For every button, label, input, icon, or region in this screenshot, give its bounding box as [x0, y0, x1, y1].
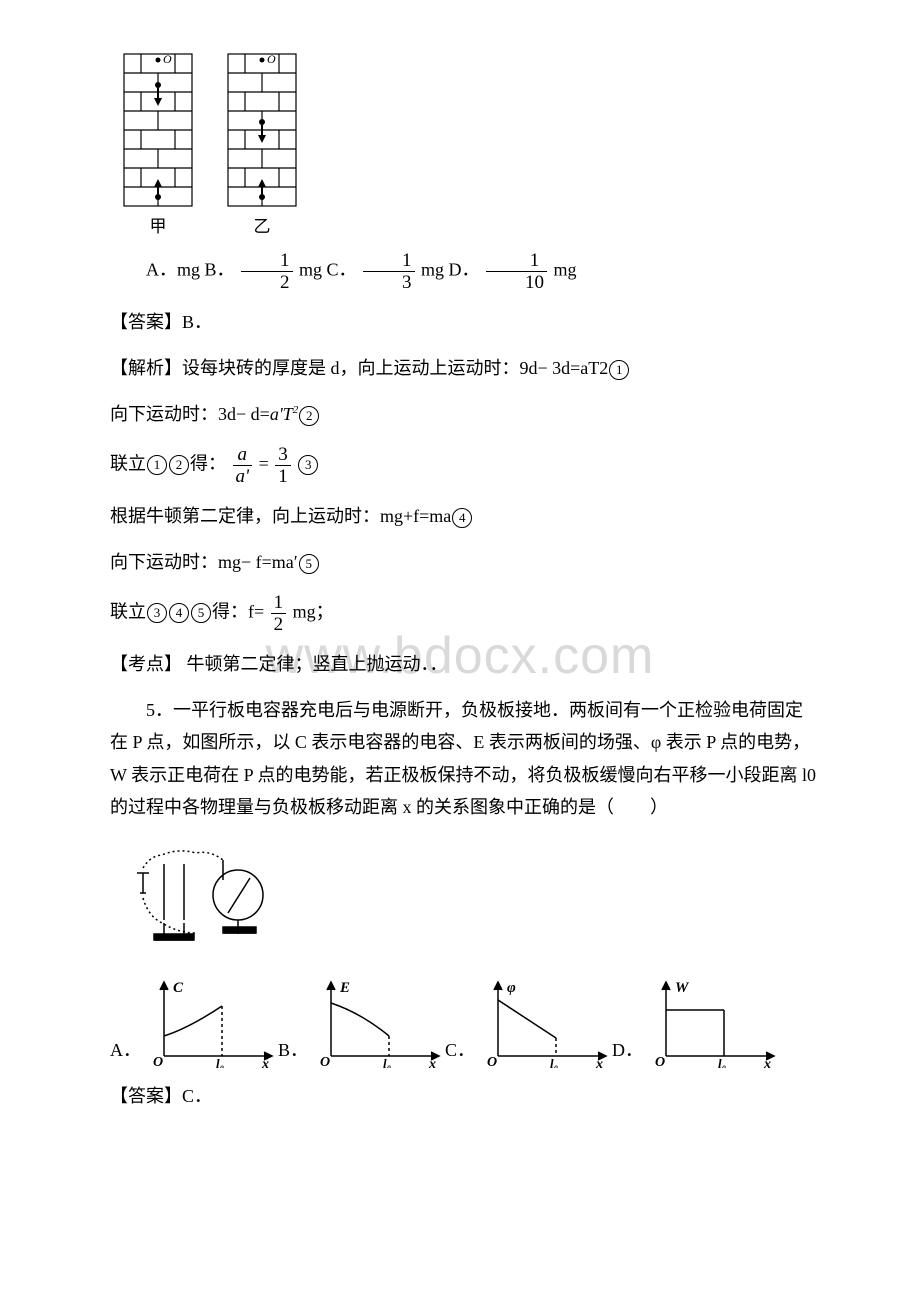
q5-option-b: B． E O l₀ x	[278, 978, 441, 1068]
frac-12-num: 1	[271, 593, 287, 613]
q5-answer: 【答案】C．	[110, 1080, 820, 1112]
svg-text:l₀: l₀	[550, 1056, 558, 1068]
brick-label-yi: 乙	[254, 212, 271, 243]
frac-aa-den: a'	[233, 466, 253, 486]
brick-figure-jia: O 甲	[120, 50, 196, 243]
q4-sol-line1: 【解析】设每块砖的厚度是 d，向上运动上运动时：9d− 3d=aT21	[110, 352, 820, 384]
frac-b: 12	[241, 251, 293, 292]
svg-text:l₀: l₀	[718, 1056, 726, 1068]
frac-b-den: 2	[241, 272, 293, 292]
q4-sol2-expr: a'T	[270, 404, 293, 424]
q4-sol6-tail: mg；	[293, 601, 334, 621]
opt-letter-a: A．	[110, 1034, 141, 1066]
q4-sol5-text: 向下运动时：mg− f=ma′	[110, 552, 298, 572]
svg-text:l₀: l₀	[383, 1056, 391, 1068]
brick-label-jia: 甲	[150, 212, 167, 243]
frac-31-num: 3	[275, 445, 291, 465]
eq-num-3: 3	[298, 455, 318, 475]
q4-sol6-pre: 联立	[110, 601, 146, 621]
frac-d-den: 10	[486, 272, 547, 292]
q4-kaodian: 【考点】 牛顿第二定律；竖直上抛运动．．	[110, 648, 820, 680]
q4-sol-line4: 根据牛顿第二定律，向上运动时：mg+f=ma4	[110, 500, 820, 532]
svg-text:O: O	[655, 1055, 665, 1068]
svg-text:O: O	[267, 52, 276, 66]
frac-31: 31	[275, 445, 291, 486]
svg-text:x: x	[428, 1057, 436, 1068]
q4-opt-bc: mg C．	[299, 259, 357, 279]
eq-ref-5: 5	[191, 603, 211, 623]
svg-text:x: x	[595, 1057, 603, 1068]
eq-num-1: 1	[609, 360, 629, 380]
frac-d: 110	[486, 251, 547, 292]
svg-text:C: C	[173, 980, 184, 996]
opt-letter-c: C．	[445, 1034, 475, 1066]
eq-ref-3: 3	[147, 603, 167, 623]
q4-opt-cd: mg D．	[421, 259, 480, 279]
q4-sol6-mid: 得：f=	[212, 601, 264, 621]
q4-sol-line5: 向下运动时：mg− f=ma′5	[110, 546, 820, 578]
opt-letter-b: B．	[278, 1034, 308, 1066]
q4-sol-line6: 联立345得：f= 12 mg；	[110, 593, 820, 634]
q4-sol-line2: 向下运动时：3d− d=a'T22	[110, 398, 820, 430]
q4-sol2-pre: 向下运动时：3d− d=	[110, 404, 270, 424]
frac-aa-num: a	[233, 445, 253, 465]
q4-sol4-text: 根据牛顿第二定律，向上运动时：mg+f=ma	[110, 506, 451, 526]
frac-12: 12	[271, 593, 287, 634]
q5-text: 5．一平行板电容器充电后与电源断开，负极板接地．两板间有一个正检验电荷固定在 P…	[110, 694, 820, 824]
q4-sol3-mid: 得：	[190, 453, 226, 473]
eq-ref-4: 4	[169, 603, 189, 623]
eq-ref-1: 1	[147, 455, 167, 475]
svg-text:l₀: l₀	[216, 1056, 224, 1068]
frac-12-den: 2	[271, 614, 287, 634]
q4-sol3-eq: =	[259, 453, 274, 473]
frac-c: 13	[363, 251, 415, 292]
q4-opt-prefix: A．mg B．	[146, 259, 235, 279]
eq-num-4: 4	[452, 508, 472, 528]
svg-text:O: O	[487, 1055, 497, 1068]
q4-options: A．mg B． 12 mg C． 13 mg D． 110 mg	[110, 251, 820, 292]
svg-text:φ: φ	[507, 980, 516, 996]
eq-num-2: 2	[299, 406, 319, 426]
svg-text:E: E	[339, 980, 350, 996]
q5-option-d: D． W O l₀ x	[612, 978, 776, 1068]
svg-text:x: x	[763, 1057, 771, 1068]
q4-sol-line3: 联立12得： aa' = 31 3	[110, 445, 820, 486]
frac-aa: aa'	[233, 445, 253, 486]
svg-text:W: W	[675, 980, 690, 996]
svg-text:x: x	[261, 1057, 269, 1068]
brick-figures: O 甲	[120, 50, 820, 243]
svg-text:O: O	[163, 52, 172, 66]
frac-d-num: 1	[486, 251, 547, 271]
eq-ref-2: 2	[169, 455, 189, 475]
svg-text:O: O	[153, 1055, 163, 1068]
q4-opt-tail: mg	[554, 259, 577, 279]
q5-options-row: A． C O l₀ x B．	[110, 978, 820, 1068]
eq-num-5: 5	[299, 554, 319, 574]
q5-option-a: A． C O l₀ x	[110, 978, 274, 1068]
q4-sol1-text: 【解析】设每块砖的厚度是 d，向上运动上运动时：9d− 3d=aT2	[110, 358, 608, 378]
q4-answer: 【答案】B．	[110, 306, 820, 338]
q4-sol3-pre: 联立	[110, 453, 146, 473]
q5-option-c: C． φ O l₀ x	[445, 978, 608, 1068]
frac-c-num: 1	[363, 251, 415, 271]
q5-circuit-figure	[128, 838, 820, 968]
brick-figure-yi: O 乙	[224, 50, 300, 243]
frac-31-den: 1	[275, 466, 291, 486]
sup-2: 2	[293, 404, 299, 416]
frac-c-den: 3	[363, 272, 415, 292]
content-body: O 甲	[110, 50, 820, 1112]
opt-letter-d: D．	[612, 1034, 643, 1066]
frac-b-num: 1	[241, 251, 293, 271]
svg-text:O: O	[320, 1055, 330, 1068]
